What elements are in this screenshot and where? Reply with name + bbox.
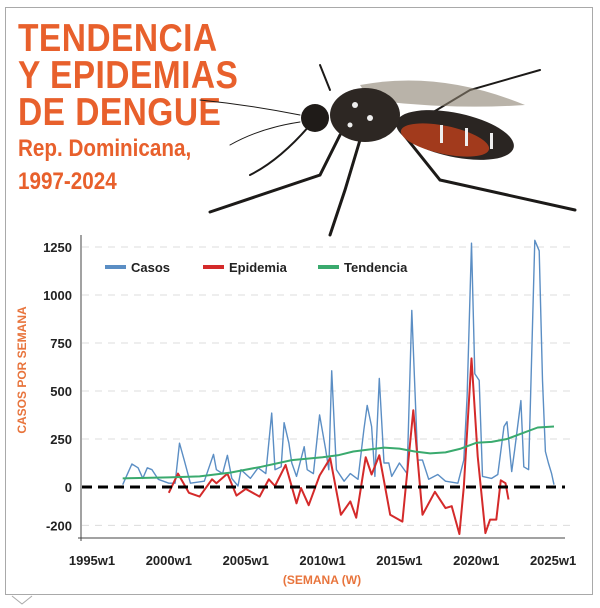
y-axis-title: CASOS POR SEMANA bbox=[15, 306, 29, 434]
infographic-frame bbox=[5, 7, 593, 595]
y-tick-label: 1250 bbox=[43, 240, 72, 255]
title-line-1: TENDENCIA bbox=[18, 17, 218, 60]
x-tick-label: 2000w1 bbox=[146, 553, 192, 568]
header: TENDENCIA Y EPIDEMIAS DE DENGUE Rep. Dom… bbox=[18, 17, 274, 197]
series-line-casos bbox=[122, 239, 555, 487]
y-tick-label: 250 bbox=[50, 432, 72, 447]
x-axis-title: (SEMANA (W) bbox=[283, 573, 361, 587]
y-tick-label: 0 bbox=[65, 480, 72, 495]
y-tick-label: 1000 bbox=[43, 288, 72, 303]
title-line-2: Y EPIDEMIAS bbox=[18, 54, 239, 97]
x-tick-label: 2025w1 bbox=[530, 553, 576, 568]
x-tick-label: 2020w1 bbox=[453, 553, 499, 568]
subtitle-line-1: Rep. Dominicana, bbox=[18, 135, 192, 162]
legend-label-epidemia: Epidemia bbox=[229, 260, 288, 275]
x-tick-label: 2005w1 bbox=[223, 553, 269, 568]
y-tick-label: 750 bbox=[50, 336, 72, 351]
series-line-tendencia bbox=[122, 425, 555, 480]
x-tick-label: 2015w1 bbox=[376, 553, 422, 568]
legend: Casos Epidemia Tendencia bbox=[105, 260, 408, 275]
legend-label-casos: Casos bbox=[131, 260, 170, 275]
x-tick-label: 2010w1 bbox=[299, 553, 345, 568]
legend-label-tendencia: Tendencia bbox=[344, 260, 408, 275]
y-tick-label: 500 bbox=[50, 384, 72, 399]
x-tick-label: 1995w1 bbox=[69, 553, 115, 568]
callout-pointer bbox=[11, 595, 33, 605]
title-line-3: DE DENGUE bbox=[18, 91, 222, 134]
subtitle-line-2: 1997-2024 bbox=[18, 168, 117, 195]
y-tick-label: -200 bbox=[46, 518, 72, 533]
series-line-epidemia bbox=[167, 357, 510, 535]
